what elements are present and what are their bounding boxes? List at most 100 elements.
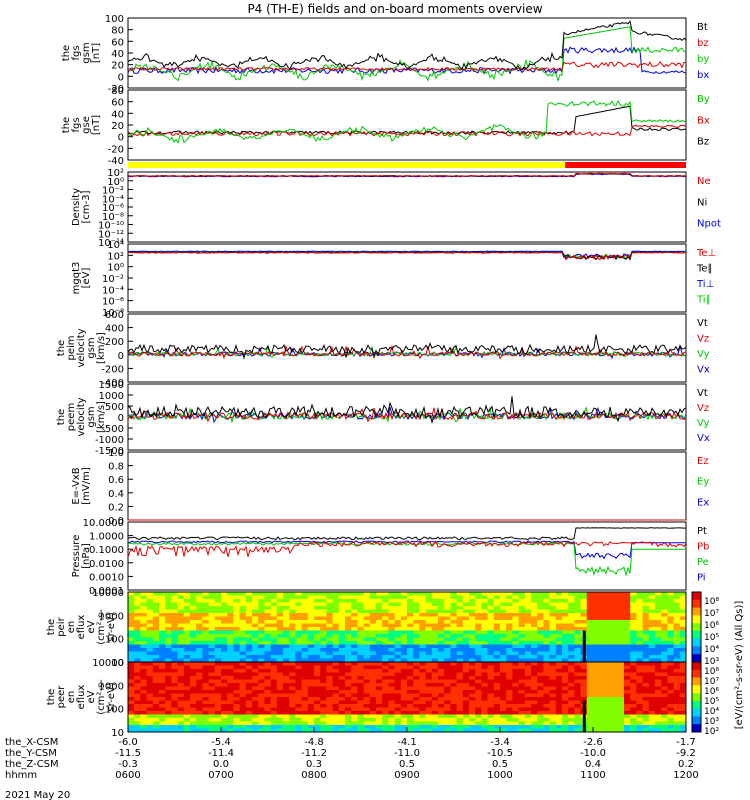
heatmap-cell: [661, 613, 668, 617]
heatmap-cell: [146, 676, 154, 680]
heatmap-cell: [382, 669, 389, 673]
heatmap-cell: [518, 595, 526, 600]
heatmap-cell: [549, 630, 557, 635]
heatmap-cell: [326, 620, 334, 624]
heatmap-cell: [326, 714, 334, 719]
heatmap-cell: [159, 641, 166, 645]
heatmap-cell: [264, 711, 272, 715]
heatmap-cell: [140, 609, 148, 614]
heatmap-cell: [456, 655, 464, 659]
heatmap-cell: [444, 651, 451, 656]
heatmap-cell: [655, 637, 662, 642]
heatmap-cell: [239, 655, 247, 659]
heatmap-cell: [301, 690, 309, 694]
heatmap-cell: [599, 718, 606, 722]
heatmap-cell: [400, 599, 408, 603]
heatmap-cell: [431, 620, 439, 624]
heatmap-cell: [413, 679, 420, 684]
heatmap-cell: [159, 609, 166, 614]
heatmap-cell: [276, 718, 284, 722]
heatmap-cell: [128, 711, 135, 715]
y-label-line: gsm: [81, 42, 92, 63]
heatmap-cell: [289, 658, 296, 663]
heatmap-cell: [531, 693, 538, 698]
colorbar-tick: 10⁶: [704, 621, 719, 631]
heatmap-cell: [679, 704, 687, 708]
heatmap-cell: [295, 662, 303, 666]
heatmap-cell: [159, 595, 166, 600]
heatmap-cell: [245, 686, 253, 691]
heatmap-cell: [475, 634, 482, 638]
heatmap-cell: [655, 658, 662, 663]
heatmap-cell: [512, 602, 520, 607]
heatmap-cell: [500, 644, 507, 649]
heatmap-cell: [450, 697, 458, 701]
heatmap-cell: [258, 627, 265, 631]
heatmap-cell: [202, 606, 210, 610]
heatmap-cell: [506, 655, 513, 659]
heatmap-cell: [636, 595, 644, 600]
heatmap-cell: [301, 728, 309, 733]
heatmap-cell: [376, 728, 383, 733]
heatmap-cell: [351, 655, 358, 659]
heatmap-cell: [531, 721, 538, 726]
heatmap-cell: [425, 672, 433, 677]
y-label-line: [km/s]: [96, 401, 107, 433]
heatmap-cell: [574, 634, 582, 638]
heatmap-cell: [518, 721, 526, 726]
heatmap-cell: [580, 676, 588, 680]
heatmap-cell: [128, 718, 135, 722]
heatmap-cell: [382, 718, 389, 722]
heatmap-cell: [636, 707, 644, 712]
heatmap-cell: [630, 613, 637, 617]
heatmap-cell: [425, 606, 433, 610]
heatmap-cell: [630, 623, 637, 628]
heatmap-cell: [307, 714, 315, 719]
heatmap-cell: [289, 634, 296, 638]
heatmap-cell: [413, 690, 420, 694]
heatmap-cell: [642, 707, 650, 712]
y-label-line: velocity: [76, 397, 87, 436]
heatmap-cell: [382, 683, 389, 687]
heatmap-cell: [506, 686, 513, 691]
heatmap-cell: [469, 669, 476, 673]
heatmap-cell: [307, 655, 315, 659]
heatmap-cell: [667, 672, 675, 677]
heatmap-cell: [264, 690, 272, 694]
colorbar-cell: [692, 700, 701, 710]
heatmap-cell: [202, 627, 210, 631]
heatmap-cell: [611, 592, 619, 596]
heatmap-cell: [270, 711, 278, 715]
heatmap-cell: [183, 655, 191, 659]
heatmap-cell: [642, 714, 650, 719]
panel-frame: [127, 243, 687, 313]
heatmap-cell: [301, 627, 309, 631]
heatmap-cell: [611, 728, 619, 733]
heatmap-cell: [462, 665, 470, 670]
panel-peem: 150010005000-500-1000-1500thepeemvelocit…: [56, 380, 710, 457]
heatmap-cell: [320, 721, 327, 726]
legend-Ti⊥: Ti⊥: [696, 279, 714, 290]
heatmap-cell: [500, 707, 507, 712]
heatmap-cell: [586, 592, 594, 596]
heatmap-cell: [661, 672, 668, 677]
heatmap-cell: [400, 665, 408, 670]
heatmap-cell: [630, 599, 637, 603]
heatmap-cell: [221, 651, 228, 656]
heatmap-cell: [307, 592, 315, 596]
y-label-line: (cm²-s-: [96, 679, 107, 715]
heatmap-cell: [382, 662, 389, 666]
heatmap-cell: [425, 616, 433, 621]
heatmap-cell: [456, 623, 464, 628]
heatmap-cell: [469, 725, 476, 729]
heatmap-cell: [450, 613, 458, 617]
heatmap-cell: [152, 627, 160, 631]
heatmap-cell: [599, 690, 606, 694]
heatmap-cell: [549, 616, 557, 621]
heatmap-cell: [524, 686, 532, 691]
heatmap-cell: [134, 721, 141, 726]
heatmap-cell: [276, 599, 284, 603]
heatmap-cell: [301, 669, 309, 673]
heatmap-cell: [655, 599, 662, 603]
heatmap-cell: [630, 686, 637, 691]
